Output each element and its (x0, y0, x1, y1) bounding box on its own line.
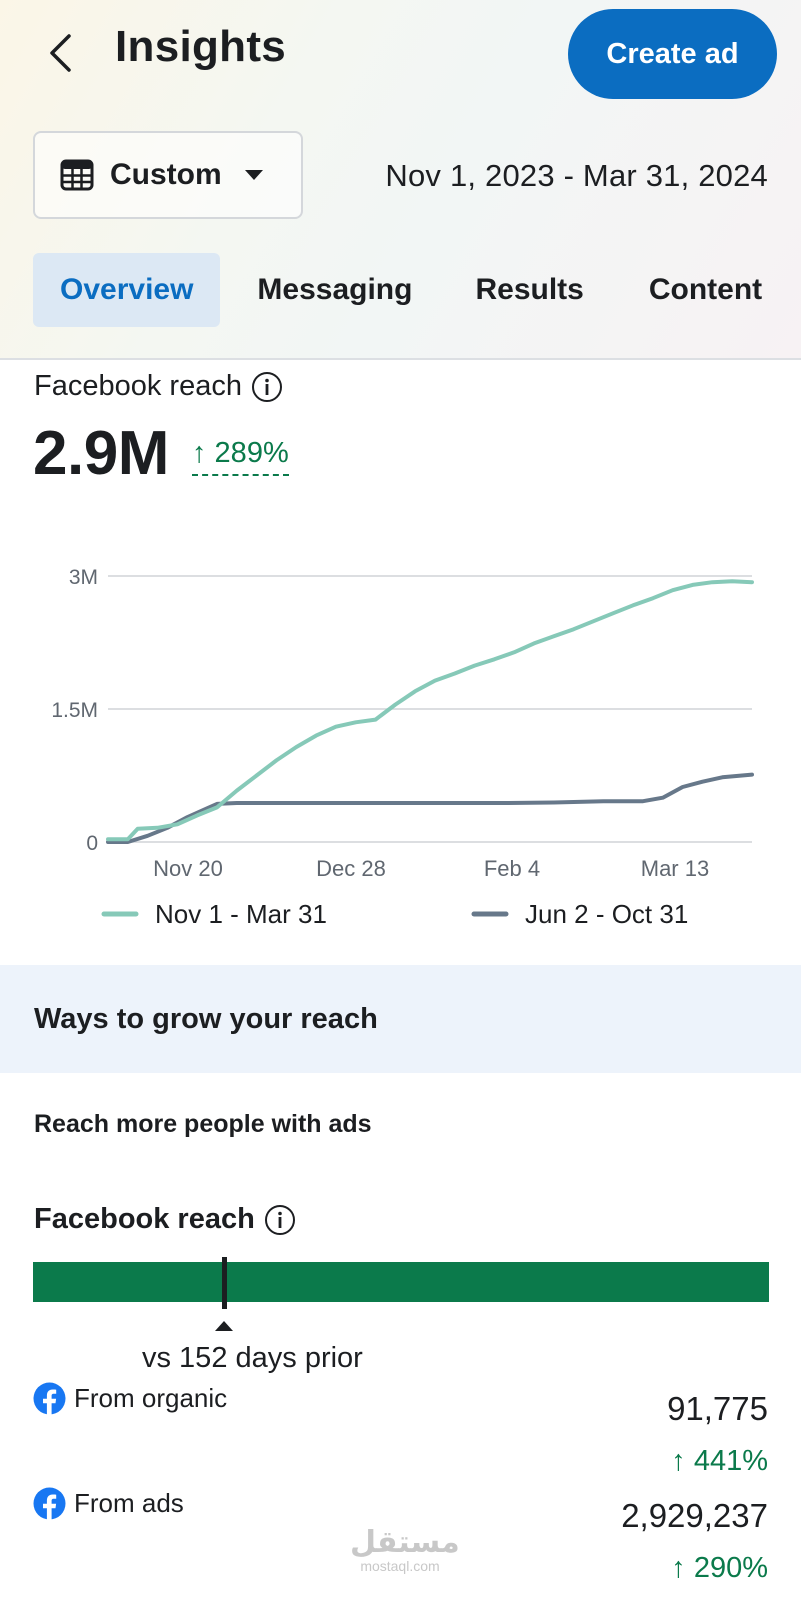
date-preset-label: Custom (110, 158, 222, 191)
tab-bar: Overview Messaging Results Content (33, 253, 762, 327)
page-title: Insights (115, 22, 287, 71)
legend-label-1: Nov 1 - Mar 31 (155, 899, 327, 929)
breakdown-label: Facebook reach (34, 1203, 255, 1235)
ads-value: 2,929,237 (621, 1497, 768, 1534)
tab-overview[interactable]: Overview (33, 253, 221, 327)
reach-heading: Facebook reach (34, 370, 283, 403)
date-preset-dropdown[interactable]: Custom (33, 131, 303, 219)
legend-label-2: Jun 2 - Oct 31 (525, 899, 688, 929)
info-icon[interactable] (264, 1204, 296, 1236)
x-tick-label: Mar 13 (641, 856, 709, 881)
facebook-icon (33, 1487, 66, 1520)
y-tick-label: 3M (69, 566, 98, 589)
reach-more-subtitle: Reach more people with ads (34, 1110, 372, 1138)
source-row-organic: From organic (33, 1382, 227, 1415)
watermark-latin: mostaql.com (360, 1558, 440, 1574)
chevron-left-icon (50, 34, 71, 72)
grow-reach-band (0, 965, 801, 1073)
date-range-text: Nov 1, 2023 - Mar 31, 2024 (385, 158, 768, 193)
series-line-1 (106, 579, 754, 842)
calendar-icon (60, 159, 94, 191)
tab-content[interactable]: Content (648, 273, 763, 306)
create-ad-button[interactable]: Create ad (568, 9, 777, 99)
source-row-ads: From ads (33, 1487, 184, 1520)
tab-results[interactable]: Results (475, 273, 584, 306)
reach-progress-bar (33, 1262, 769, 1302)
series-line-2 (106, 772, 754, 844)
grow-reach-title: Ways to grow your reach (34, 1003, 378, 1035)
x-tick-label: Dec 28 (316, 856, 386, 881)
caret-down-icon (244, 170, 263, 180)
reach-line-chart: 0 1.5M 3M Nov 20 Dec 28 Feb 4 Mar 13 Nov 1 - Ma… (51, 566, 754, 929)
info-icon[interactable] (251, 371, 283, 403)
back-button[interactable] (38, 28, 82, 78)
reach-label: Facebook reach (34, 370, 242, 402)
breakdown-heading: Facebook reach (34, 1203, 296, 1236)
x-tick-label: Feb 4 (484, 856, 540, 881)
source-name: From organic (74, 1383, 228, 1413)
x-tick-label: Nov 20 (153, 856, 223, 881)
comparison-label: vs 152 days prior (142, 1342, 363, 1374)
y-tick-label: 0 (86, 832, 98, 855)
source-name: From ads (74, 1488, 184, 1518)
watermark: مستقل mostaql.com (350, 1526, 460, 1578)
watermark-arabic: مستقل (350, 1526, 460, 1559)
ads-change: ↑ 290% (671, 1552, 768, 1584)
y-tick-label: 1.5M (51, 699, 98, 722)
organic-change: ↑ 441% (671, 1445, 768, 1477)
triangle-up-icon (215, 1321, 234, 1331)
tab-messaging[interactable]: Messaging (257, 273, 413, 306)
organic-value: 91,775 (667, 1390, 768, 1427)
reach-change[interactable]: ↑ 289% (192, 437, 289, 476)
reach-value: 2.9M (33, 419, 169, 488)
facebook-icon (33, 1382, 66, 1415)
comparison-marker (221, 1257, 227, 1309)
